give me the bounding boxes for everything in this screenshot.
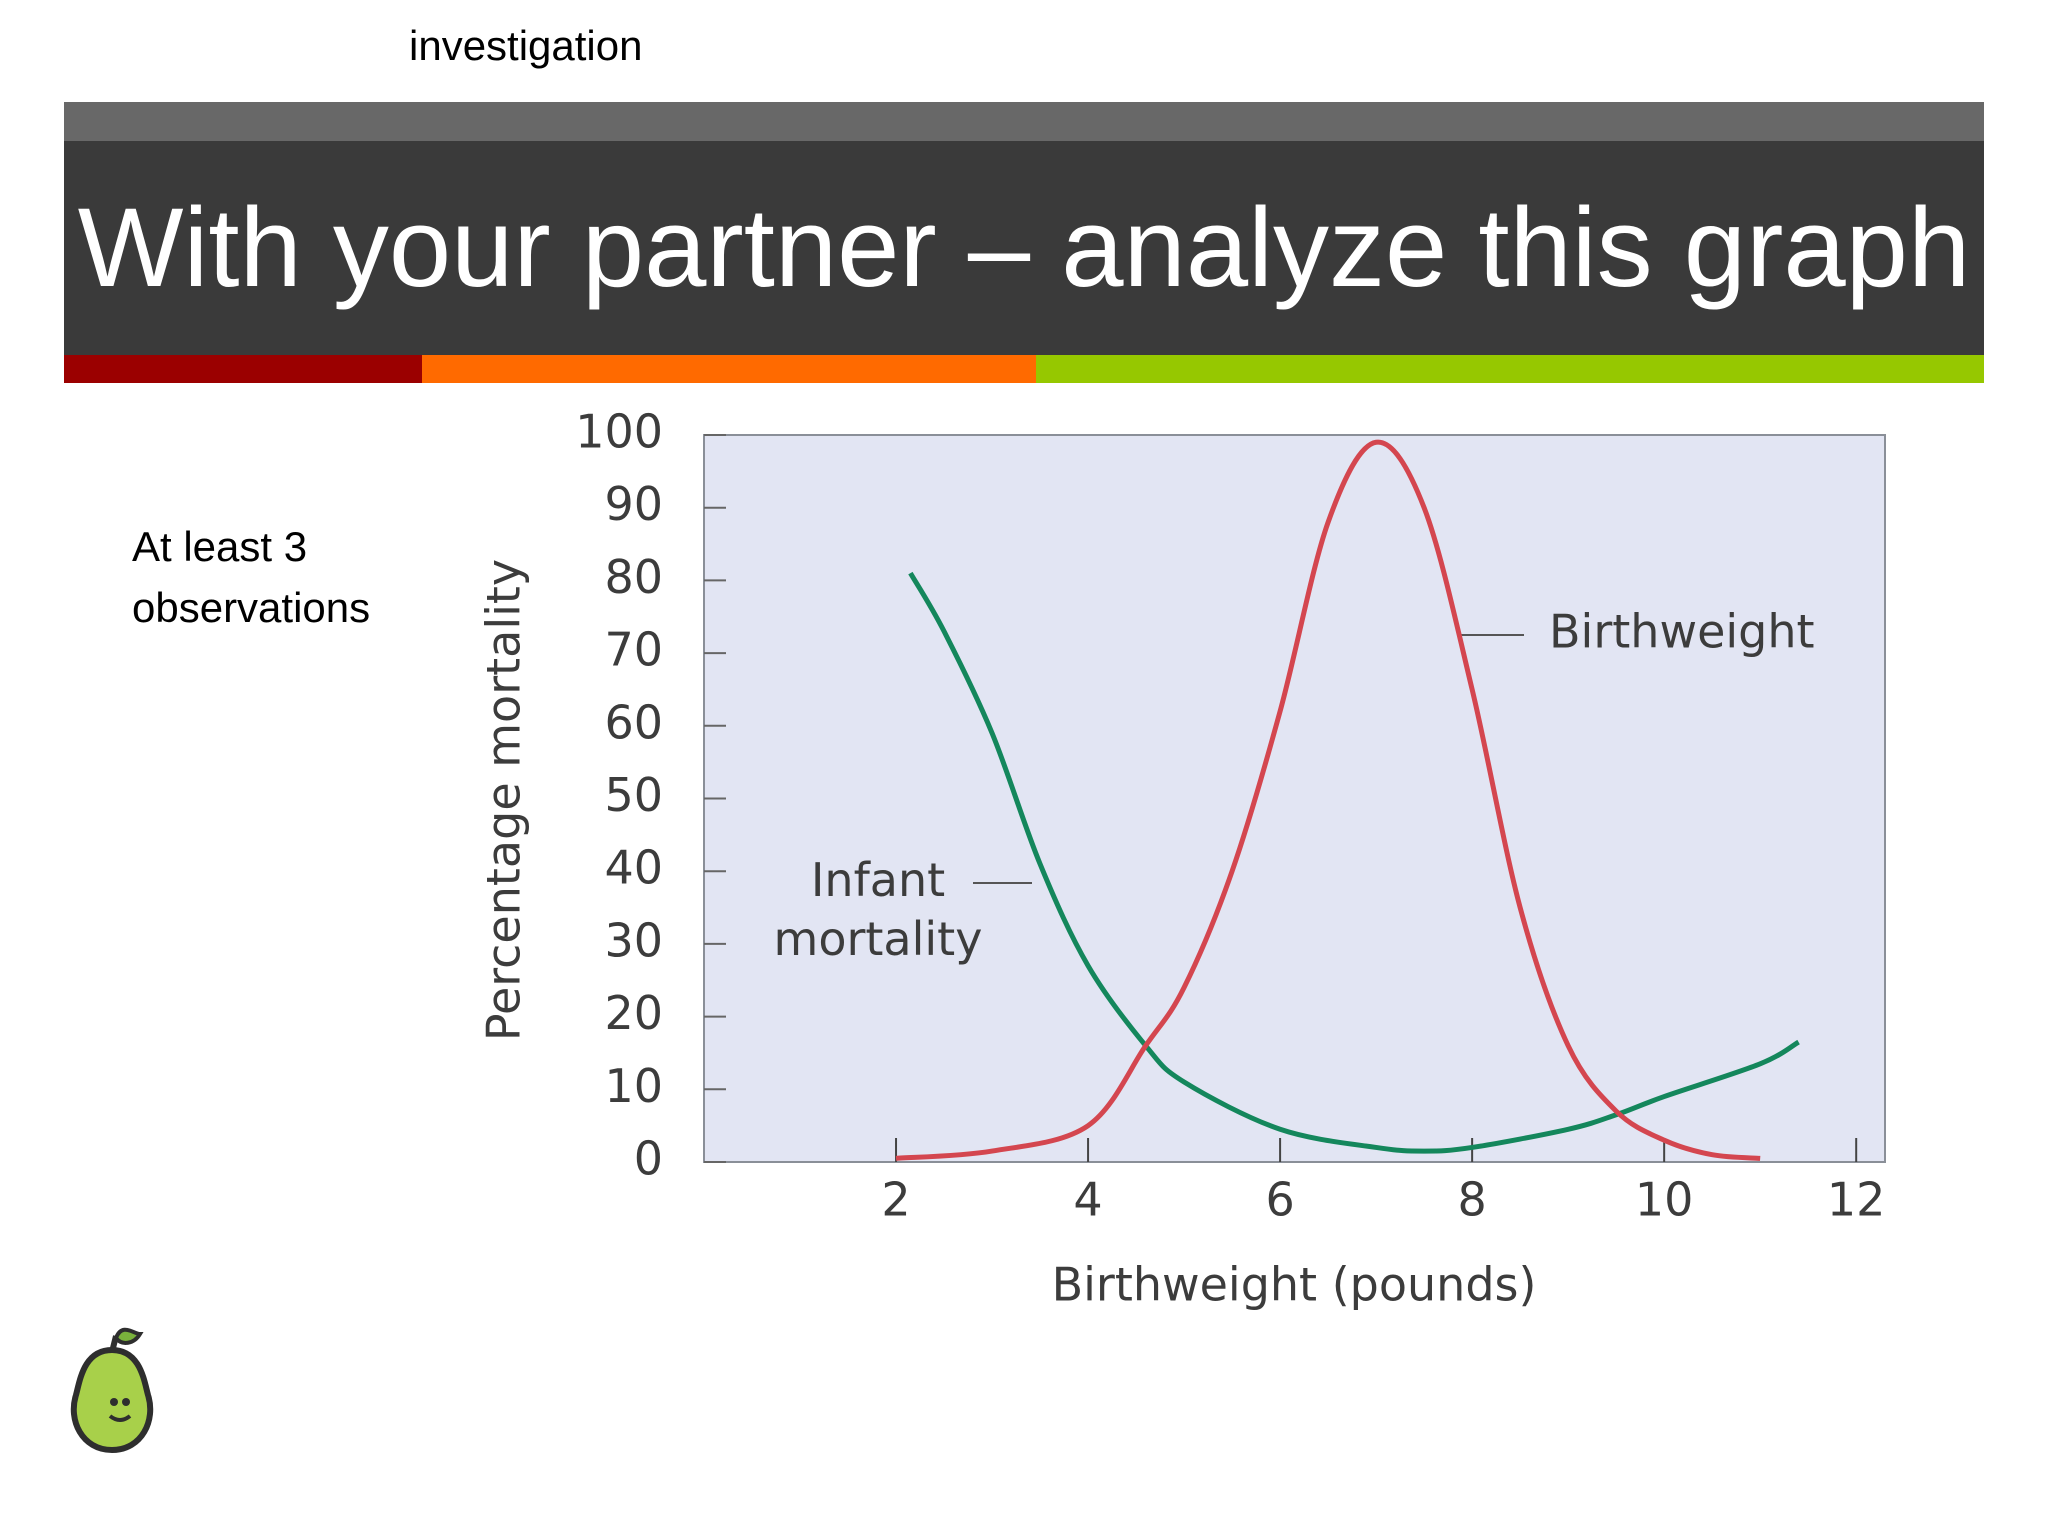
- plot-area: [703, 434, 1886, 1163]
- series-label: Birthweight: [1549, 605, 1815, 659]
- x-tick-label: 6: [1265, 1173, 1294, 1227]
- title-band-top: [64, 102, 1984, 141]
- x-tick-label: 8: [1457, 1173, 1486, 1227]
- y-tick-label: 100: [575, 405, 663, 459]
- stripe: [1036, 355, 1984, 383]
- line: [908, 571, 1800, 1154]
- y-tick-label: 50: [604, 768, 663, 822]
- stripe: [422, 355, 1036, 383]
- y-tick-label: 10: [604, 1059, 663, 1113]
- header: investigation: [409, 22, 643, 69]
- y-tick-label: 30: [604, 913, 663, 967]
- y-tick-label: 70: [604, 623, 663, 677]
- y-tick-label: 90: [604, 477, 663, 531]
- title-band: [64, 141, 1984, 355]
- pear-logo: [70, 1327, 154, 1454]
- y-tick-label: 80: [604, 550, 663, 604]
- x-tick-label: 12: [1827, 1173, 1886, 1227]
- series-label: Infant mortality: [774, 853, 983, 966]
- y-axis-title: Percentage mortality: [477, 559, 531, 1041]
- x-tick-label: 4: [1073, 1173, 1102, 1227]
- stripe: [64, 355, 422, 383]
- y-tick-label: 60: [604, 695, 663, 749]
- note: At least 3 observations: [132, 523, 371, 631]
- y-tick-label: 20: [604, 986, 663, 1040]
- y-tick-label: 40: [604, 841, 663, 895]
- y-tick-label: 0: [634, 1132, 663, 1186]
- x-tick-label: 2: [881, 1173, 910, 1227]
- line: [895, 439, 1761, 1161]
- slide-title: With your partner – analyze this graph: [77, 185, 1971, 310]
- x-tick-label: 10: [1635, 1173, 1694, 1227]
- x-axis-title: Birthweight (pounds): [1052, 1258, 1537, 1312]
